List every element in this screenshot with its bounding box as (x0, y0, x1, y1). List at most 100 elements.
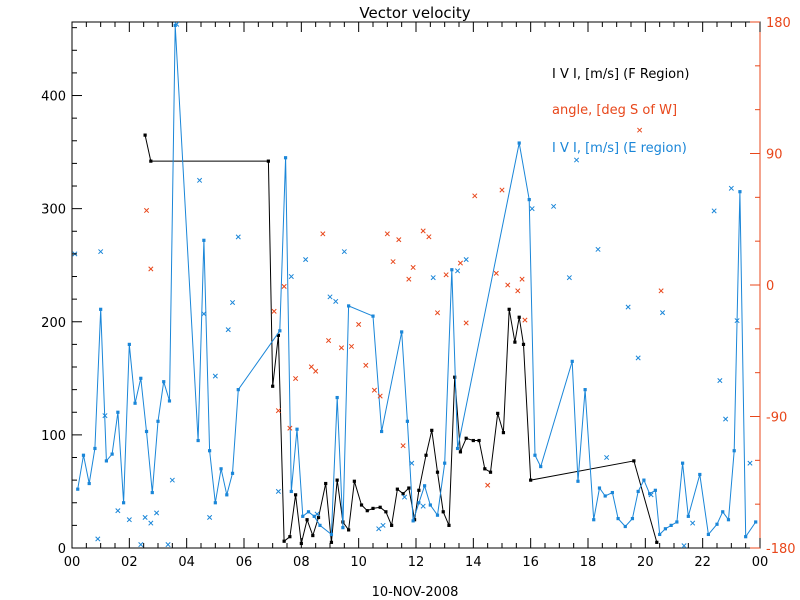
angle-point (143, 207, 150, 214)
e-region-cross-point (142, 514, 148, 521)
angle-point (281, 283, 287, 290)
e-region-point (87, 481, 91, 486)
f-region-point (517, 315, 521, 319)
e-region-cross-point (327, 294, 333, 300)
e-region-point (306, 510, 311, 514)
x-tick-label: 04 (178, 555, 195, 570)
f-region-point (143, 133, 147, 137)
e-region-point (686, 514, 690, 518)
e-region-cross-point (648, 492, 654, 498)
e-region-point (669, 523, 673, 527)
f-region-point (507, 307, 511, 311)
legend-entry: angle, [deg S of W] (552, 103, 677, 118)
e-region-point (93, 446, 97, 451)
e-region-point (721, 510, 725, 514)
f-region-point (149, 159, 153, 163)
angle-point (377, 393, 383, 399)
angle-point (406, 276, 412, 282)
e-region-cross-point (229, 299, 236, 306)
e-region-point (681, 461, 685, 465)
e-region-point (405, 419, 409, 423)
y-right-tick-label: 0 (766, 279, 774, 294)
e-region-cross-point (333, 298, 339, 304)
e-region-point (76, 487, 80, 491)
e-region-cross-point (98, 249, 104, 255)
e-region-cross-point (314, 511, 320, 517)
x-tick-label: 22 (694, 555, 711, 570)
x-tick-label: 02 (121, 555, 138, 570)
angle-point (287, 425, 293, 431)
e-region-point (642, 478, 646, 482)
angle-point (637, 127, 643, 133)
e-region-point (428, 503, 432, 507)
f-region-point (266, 159, 270, 163)
angle-point (522, 317, 528, 323)
x-tick-label: 18 (580, 555, 597, 570)
e-region-point (455, 446, 460, 451)
e-region-cross-point (165, 542, 171, 548)
f-region-point (477, 438, 481, 443)
f-region-point (365, 509, 369, 513)
e-region-point (754, 520, 758, 524)
e-region-cross-point (409, 460, 415, 466)
x-tick-label: 08 (293, 555, 310, 570)
e-region-point (122, 501, 126, 505)
e-region-point (450, 268, 454, 272)
e-region-cross-point (225, 327, 231, 333)
f-region-point (521, 342, 526, 346)
e-region-cross-point (174, 21, 180, 27)
angle-point (400, 443, 406, 449)
e-region-point (715, 522, 719, 526)
plot-axes: 00 02 04 06 08 10 12 14 16 18 20 22 000100200300400-… (41, 16, 795, 570)
e-region-point (663, 527, 667, 531)
x-tick-label: 20 (637, 555, 654, 570)
e-region-point (104, 459, 108, 463)
e-region-cross-point (212, 373, 218, 379)
e-region-point (127, 342, 131, 346)
e-region-point (133, 401, 137, 405)
f-region-point (311, 533, 315, 538)
angle-point (384, 231, 390, 237)
e-region-point (411, 519, 415, 523)
f-region-point (294, 493, 298, 497)
e-region-point (576, 479, 580, 483)
f-region-point (335, 478, 339, 482)
f-region-point (513, 340, 517, 344)
chart-title: Vector velocity (359, 4, 470, 22)
e-region-point (219, 467, 223, 471)
f-region-point (441, 510, 445, 514)
e-region-cross-point (235, 234, 241, 240)
e-region-point (312, 514, 316, 518)
e-region-point (301, 514, 305, 518)
e-region-cross-point (138, 542, 144, 548)
f-region-point (447, 523, 451, 527)
angle-point (457, 260, 463, 266)
e-region-point (400, 330, 404, 334)
e-region-point (610, 490, 614, 495)
y-right-tick-label: -90 (766, 411, 787, 426)
f-region-point (390, 523, 394, 527)
angle-point (356, 321, 362, 328)
e-region-point (110, 452, 114, 456)
f-region-point (496, 411, 500, 415)
f-region-point (464, 436, 468, 440)
e-region-point (738, 190, 742, 194)
f-region-point (288, 535, 292, 539)
angle-point (348, 343, 355, 349)
angle-point (463, 320, 469, 326)
e-region-cross-point (463, 256, 469, 263)
e-region-point (706, 532, 710, 537)
e-region-cross-point (604, 454, 610, 461)
e-region-point (726, 518, 731, 522)
f-region-point (488, 470, 493, 474)
e-region-cross-point (728, 185, 734, 191)
e-region-point (570, 359, 574, 363)
legend: I V I, [m/s] (F Region) angle, [deg S of … (552, 67, 689, 156)
f-region-point (529, 478, 533, 482)
e-region-point (380, 429, 384, 434)
e-region-point (636, 489, 640, 494)
y-left-tick-label: 400 (41, 90, 66, 105)
e-region-point (623, 524, 627, 529)
e-region-cross-point (154, 510, 160, 516)
e-region-point (698, 472, 702, 477)
